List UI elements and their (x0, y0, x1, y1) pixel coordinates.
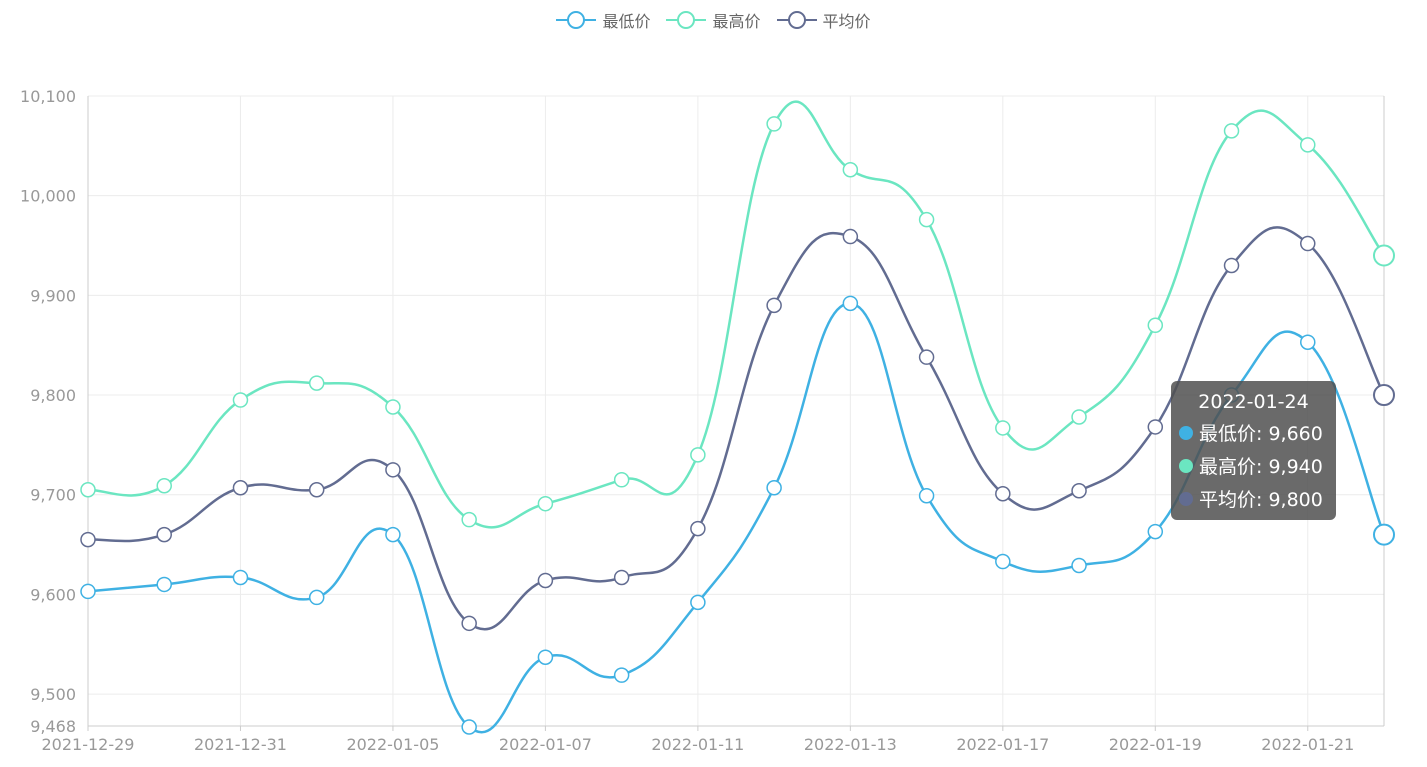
point-avg (1373, 384, 1395, 407)
point-min (918, 487, 935, 504)
point-max (156, 478, 172, 494)
point-min (80, 583, 96, 600)
point-min (537, 649, 554, 665)
point-avg (80, 531, 96, 548)
point-min (385, 526, 401, 543)
x-tick-label: 2022-01-07 (499, 735, 592, 754)
tooltip-value-avg: 平均价: 9,800 (1199, 489, 1323, 511)
legend-item-max[interactable]: 最高价 (666, 8, 761, 32)
legend-label-max: 最高价 (712, 12, 761, 31)
point-max (1147, 317, 1164, 334)
point-min (1147, 523, 1164, 540)
tooltip-dot-max (1179, 458, 1193, 473)
grid (88, 95, 1384, 726)
y-tick-label: 9,600 (30, 585, 76, 604)
point-avg (537, 572, 554, 589)
tooltip-row-min: 最低价: 9,660 (1179, 419, 1328, 446)
y-tick-label: 9,468 (30, 717, 76, 736)
point-min (1071, 557, 1087, 574)
point-min (842, 295, 859, 312)
point-max (308, 375, 325, 391)
series-max-line (87, 100, 1386, 529)
y-tick-label: 9,500 (30, 685, 76, 704)
legend-item-avg[interactable]: 平均价 (776, 8, 871, 32)
point-max (232, 392, 249, 408)
legend-label-avg: 平均价 (822, 12, 871, 31)
tooltip-title: 2022-01-24 (1198, 391, 1309, 413)
point-min (766, 480, 782, 496)
point-avg (232, 480, 249, 496)
point-min (461, 719, 477, 735)
legend-swatch-min (556, 11, 597, 29)
x-tick-label: 2022-01-19 (1109, 735, 1202, 754)
x-tick-label: 2022-01-17 (956, 735, 1049, 754)
point-max (385, 399, 401, 415)
point-min (308, 589, 325, 606)
tooltip-dot-min (1179, 425, 1193, 440)
tooltip-row-max: 最高价: 9,940 (1179, 452, 1328, 479)
point-avg (1071, 482, 1087, 499)
point-min (156, 576, 172, 593)
point-avg (385, 462, 401, 478)
y-tick-label: 9,900 (30, 286, 76, 305)
point-max (613, 472, 630, 488)
tooltip-row-avg: 平均价: 9,800 (1179, 485, 1328, 512)
x-tick-label: 2021-12-31 (194, 735, 287, 754)
point-min (1300, 334, 1316, 350)
point-avg (156, 526, 172, 543)
point-min (1373, 523, 1395, 546)
point-min (995, 553, 1011, 570)
x-tick-label: 2022-01-21 (1261, 735, 1354, 754)
point-min (613, 667, 630, 683)
point-avg (461, 615, 477, 632)
y-tick-label: 10,100 (20, 87, 76, 106)
point-max (1223, 123, 1240, 139)
point-max (537, 495, 554, 512)
point-max (1300, 137, 1316, 153)
point-avg (1223, 257, 1240, 274)
tooltip-value-min: 最低价: 9,660 (1199, 423, 1323, 445)
point-max (842, 162, 859, 178)
legend-swatch-avg (776, 11, 817, 29)
x-tick-label: 2022-01-11 (651, 735, 744, 754)
point-avg (995, 485, 1011, 502)
axes: 9,468 9,500 9,600 9,700 9,800 9,900 10,000 10,1… (20, 87, 1385, 754)
point-max (1373, 244, 1395, 267)
y-tick-label: 10,000 (20, 187, 76, 206)
point-avg (918, 349, 935, 365)
legend-swatch-max (666, 11, 707, 29)
series-avg-line (87, 226, 1386, 631)
point-max (995, 420, 1011, 436)
tooltip-value-max: 最高价: 9,940 (1199, 456, 1323, 478)
legend-item-min[interactable]: 最低价 (556, 8, 650, 32)
legend: 最低价 最高价 平均价 (0, 8, 1427, 32)
point-max (766, 116, 782, 132)
y-tick-label: 9,800 (30, 386, 76, 405)
point-max (80, 482, 96, 498)
point-min (232, 569, 249, 586)
point-avg (842, 228, 859, 245)
tooltip: 2022-01-24 最低价: 9,660 最高价: 9,940 平均价: 9,… (1171, 381, 1336, 520)
point-min (690, 594, 706, 611)
tooltip-dot-avg (1179, 491, 1193, 506)
x-tick-label: 2021-12-29 (42, 735, 135, 754)
point-avg (308, 482, 325, 498)
y-tick-label: 9,700 (30, 486, 76, 505)
x-tick-label: 2022-01-05 (346, 735, 439, 754)
point-max (690, 447, 706, 463)
point-avg (690, 520, 706, 537)
x-tick-label: 2022-01-13 (804, 735, 897, 754)
point-avg (613, 569, 630, 586)
point-avg (766, 297, 782, 314)
point-max (1071, 409, 1087, 425)
legend-label-min: 最低价 (602, 12, 651, 31)
point-avg (1300, 235, 1316, 252)
point-max (461, 511, 477, 528)
point-max (918, 211, 935, 228)
point-avg (1147, 419, 1164, 435)
